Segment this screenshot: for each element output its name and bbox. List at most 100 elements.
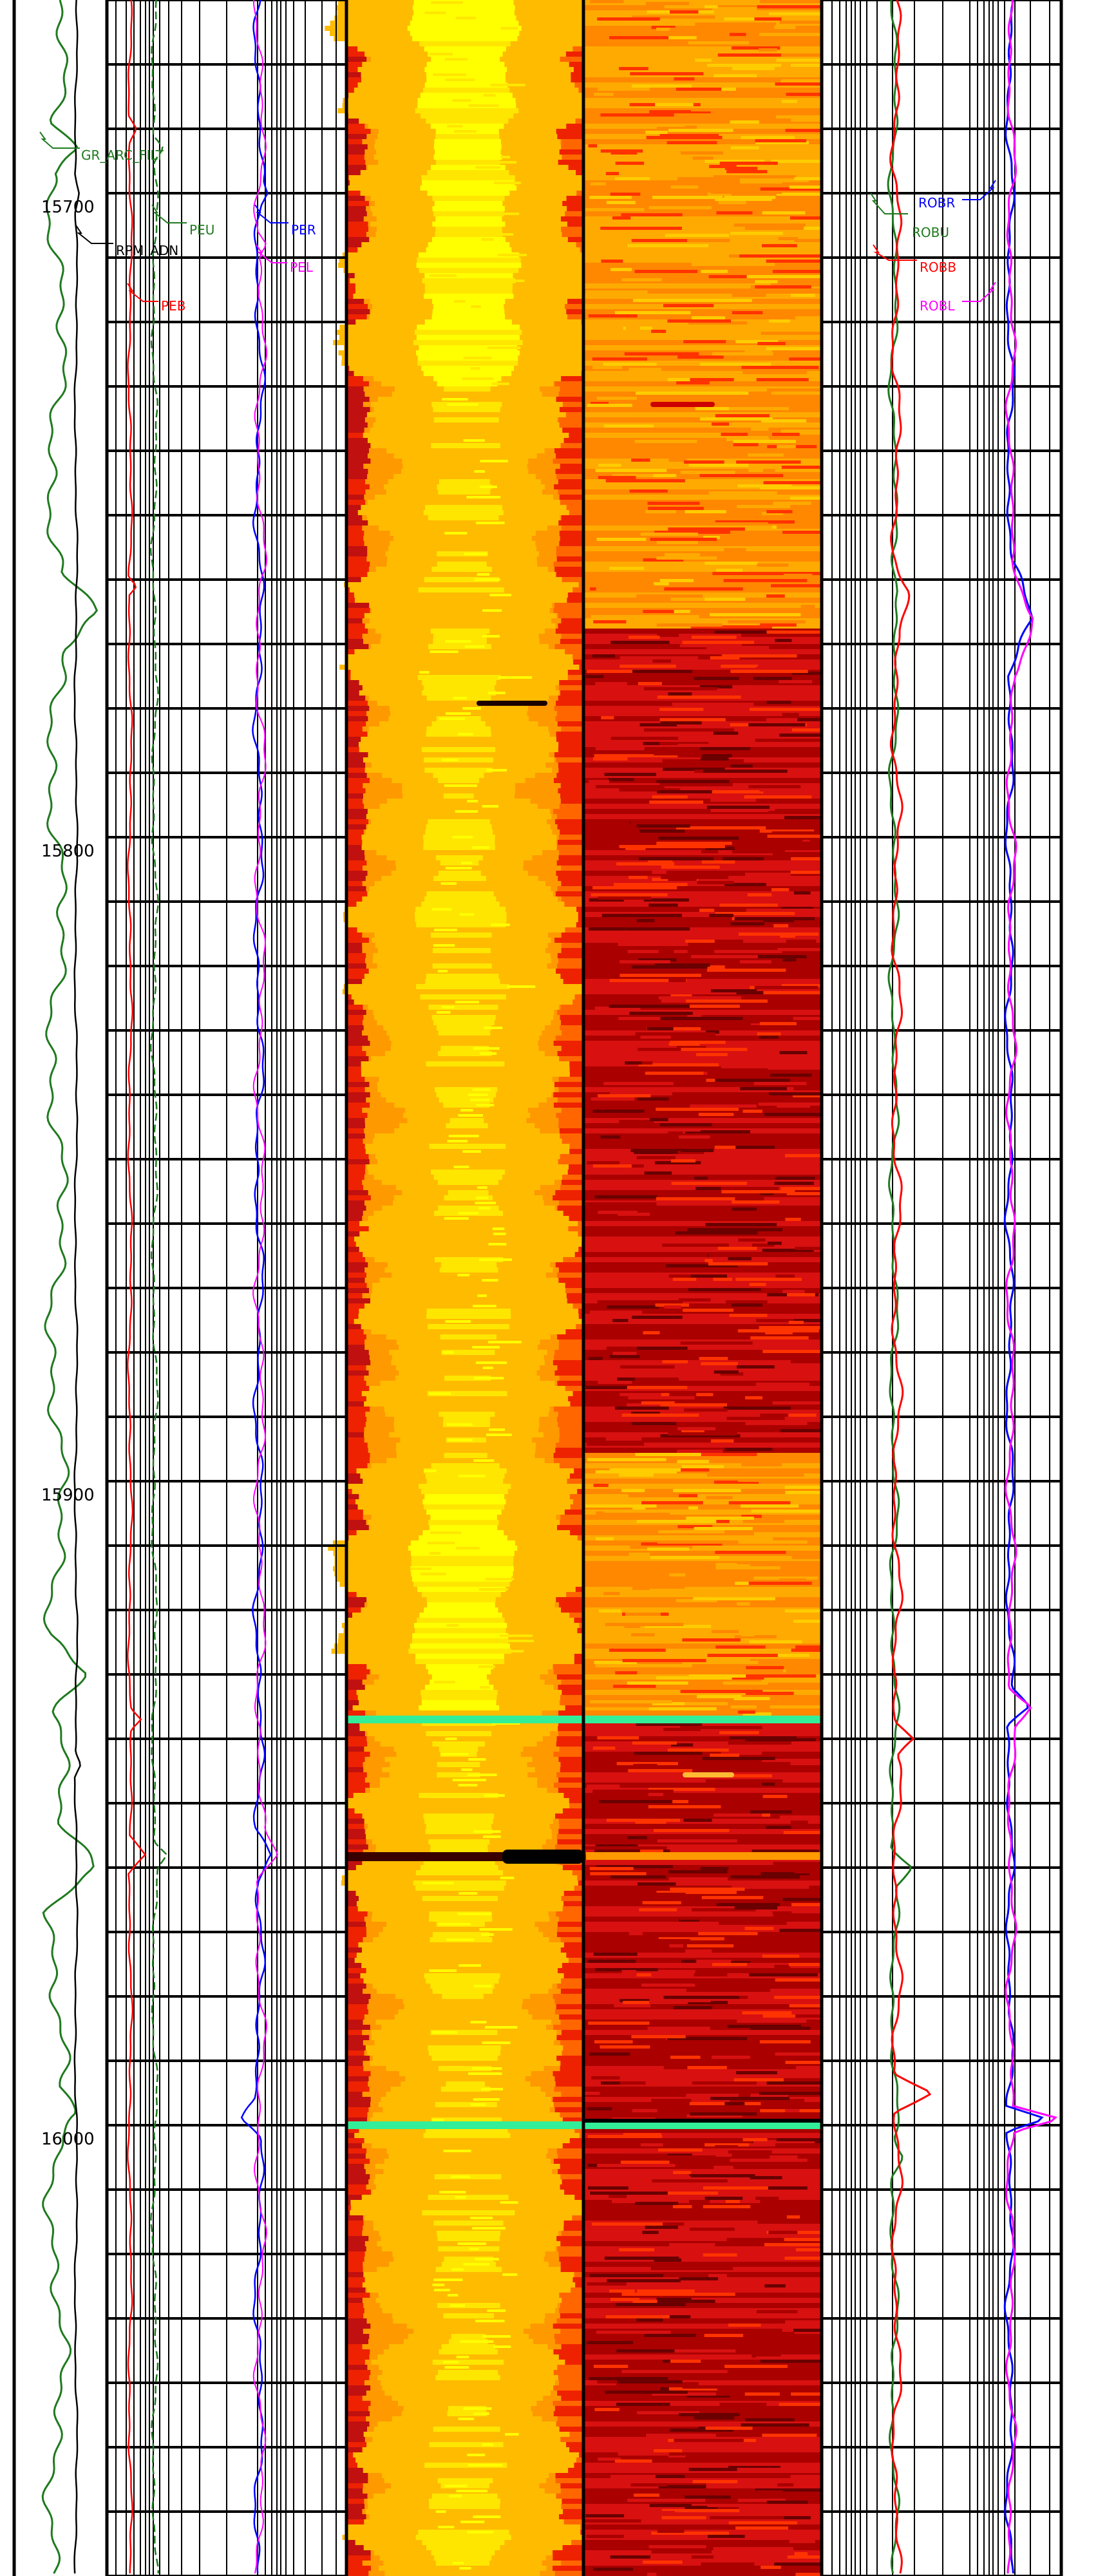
image-1-cell [346, 711, 367, 716]
image-2-cell [585, 1370, 822, 1376]
image-2-cell [585, 1386, 634, 1389]
image-2-cell [693, 495, 715, 498]
image-2-cell [676, 88, 722, 91]
image-2-cell [791, 857, 822, 860]
image-2-cell [670, 1630, 742, 1633]
image-2-cell [647, 1128, 701, 1132]
image-1-cell [346, 155, 364, 160]
image-1-cell [561, 896, 583, 902]
image-2-cell [692, 2154, 732, 2157]
image-2-cell [694, 77, 777, 80]
image-2-cell [677, 378, 734, 381]
image-2-cell [725, 2200, 740, 2203]
image-2-cell [585, 1834, 822, 1839]
image-1-cell [346, 2014, 364, 2020]
image-2-feature [586, 1852, 822, 1860]
image-1-cell [558, 124, 583, 129]
image-1-cell [346, 871, 368, 876]
image-2-cell [721, 1752, 762, 1755]
image-2-cell [734, 1141, 756, 1144]
image-2-cell [711, 2056, 750, 2059]
image-2-cell [585, 1592, 822, 1597]
image-2-cell [619, 788, 681, 791]
image-1-cell [560, 927, 583, 933]
image-1-cell [439, 2092, 493, 2097]
image-2-cell [595, 1664, 642, 1667]
image-2-cell [741, 1633, 755, 1636]
image-2-cell [600, 1135, 621, 1139]
image-2-cell [784, 574, 813, 577]
image-2-cell [589, 2192, 668, 2195]
image-2-cell [773, 502, 811, 505]
image-2-cell [585, 453, 822, 459]
image-1-cell [346, 1896, 366, 1901]
image-1-cell [412, 36, 518, 41]
image-2-cell [595, 682, 627, 685]
image-1-cell [346, 1185, 364, 1190]
image-1-cell [427, 1391, 507, 1396]
image-2-cell [639, 1850, 663, 1853]
image-1-cell [346, 1772, 367, 1777]
image-2-cell [702, 754, 732, 757]
image-2-cell [594, 1661, 638, 1664]
image-2-cell [708, 1831, 723, 1834]
image-2-cell [596, 1865, 674, 1868]
image-1-cell [553, 443, 583, 448]
image-1-cell [346, 1422, 366, 1427]
image-1-cell [558, 876, 583, 881]
image-1-cell [346, 2179, 369, 2184]
image-1-cell [416, 1803, 502, 1808]
image-1-cell [558, 577, 583, 582]
image-1-cell [446, 1938, 475, 1941]
image-2-cell [660, 721, 702, 724]
image-1-cell [415, 1659, 504, 1664]
image-1-cell [468, 2464, 503, 2467]
image-2-cell [794, 2568, 822, 2571]
image-2-cell [668, 692, 692, 696]
image-1-cell [346, 1030, 363, 1036]
image-1-cell [476, 1197, 489, 1199]
image-2-cell [742, 551, 807, 554]
image-2-cell [631, 239, 711, 242]
image-2-cell [639, 829, 685, 833]
image-2-cell [663, 2222, 685, 2226]
image-1-cell [558, 1144, 583, 1149]
image-2-cell [669, 28, 721, 31]
image-1-cell [442, 1360, 494, 1365]
image-1-cell [485, 1578, 515, 1580]
image-2-cell [585, 1649, 822, 1654]
image-1-cell [443, 788, 475, 793]
image-1-cell [472, 1088, 491, 1091]
image-2-cell [621, 213, 683, 216]
image-2-cell [677, 355, 724, 359]
image-2-cell [726, 170, 768, 173]
image-2-cell [694, 1352, 746, 1355]
image-2-cell [723, 857, 764, 860]
image-2-cell [732, 685, 775, 688]
image-1-cell [470, 367, 480, 370]
image-2-cell [627, 244, 709, 247]
image-1-cell [422, 1896, 498, 1901]
image-2-cell [585, 2360, 822, 2365]
image-2-cell [759, 1022, 797, 1025]
image-2-cell [678, 1918, 699, 1922]
image-1-cell [561, 1216, 583, 1221]
image-2-cell [625, 1061, 642, 1065]
image-2-cell [589, 2052, 630, 2056]
image-1-cell [415, 917, 507, 922]
image-1-cell [426, 891, 494, 896]
image-1-cell [560, 2488, 583, 2494]
image-2-cell [640, 2192, 718, 2195]
image-2-cell [651, 330, 667, 333]
image-2-cell [585, 1082, 822, 1087]
image-1-cell [426, 824, 492, 829]
image-2-cell [585, 917, 822, 922]
image-2-cell [684, 860, 735, 864]
image-2-cell [707, 1808, 786, 1812]
image-2-cell [752, 2354, 781, 2358]
image-2-cell [710, 191, 782, 194]
image-1-cell [421, 1690, 498, 1695]
image-2-cell [585, 1535, 822, 1540]
image-2-cell [587, 404, 632, 407]
image-1-cell [555, 469, 583, 474]
